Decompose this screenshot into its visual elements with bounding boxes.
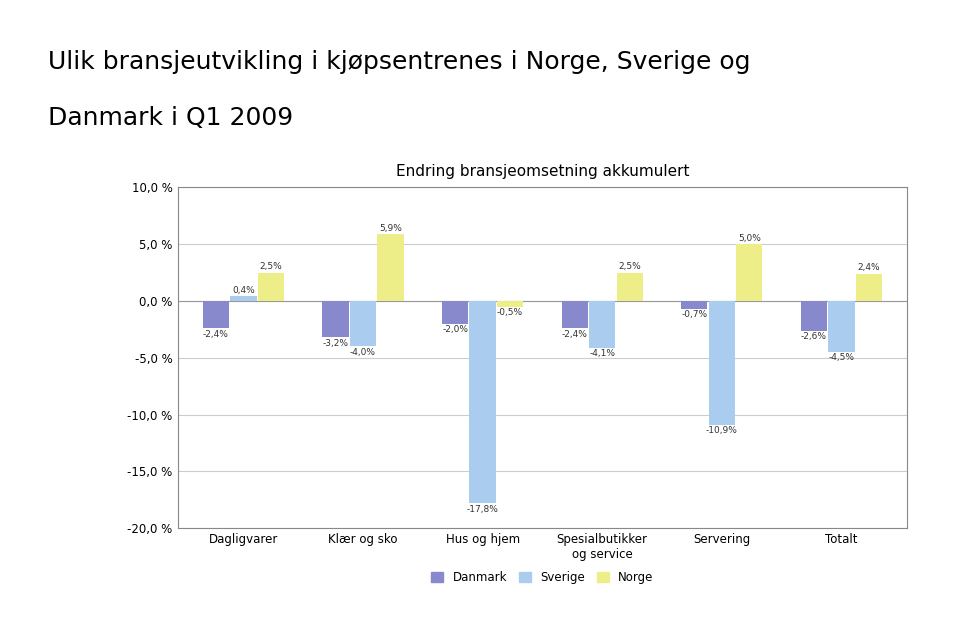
Text: -0,7%: -0,7% xyxy=(682,311,708,319)
Bar xyxy=(257,272,284,301)
Text: -17,8%: -17,8% xyxy=(467,504,498,514)
Text: -2,6%: -2,6% xyxy=(801,332,827,341)
Bar xyxy=(562,301,588,328)
Text: Danmark i Q1 2009: Danmark i Q1 2009 xyxy=(48,106,293,130)
Bar xyxy=(682,301,708,309)
Text: -0,5%: -0,5% xyxy=(497,308,523,317)
Text: -4,5%: -4,5% xyxy=(828,354,854,362)
Legend: Danmark, Sverige, Norge: Danmark, Sverige, Norge xyxy=(426,566,659,589)
Text: 2,5%: 2,5% xyxy=(618,262,641,271)
Bar xyxy=(855,274,882,301)
Text: -2,4%: -2,4% xyxy=(562,329,588,339)
Bar xyxy=(323,301,348,338)
Bar xyxy=(377,234,403,301)
Bar xyxy=(616,272,643,301)
Text: STEEN Ⓜ STRØM: STEEN Ⓜ STRØM xyxy=(792,582,917,596)
Bar xyxy=(230,296,256,301)
Text: 2,4%: 2,4% xyxy=(857,263,880,272)
Text: Ulik bransjeutvikling i kjøpsentrenes i Norge, Sverige og: Ulik bransjeutvikling i kjøpsentrenes i … xyxy=(48,50,751,74)
Bar xyxy=(708,301,735,425)
Text: -2,0%: -2,0% xyxy=(443,325,468,334)
Bar xyxy=(589,301,615,348)
Text: -3,2%: -3,2% xyxy=(323,339,348,348)
Bar xyxy=(736,244,762,301)
Bar xyxy=(828,301,854,352)
Text: 5,9%: 5,9% xyxy=(379,224,402,232)
Text: -4,0%: -4,0% xyxy=(350,348,376,357)
Text: 0,4%: 0,4% xyxy=(232,286,254,295)
Text: -2,4%: -2,4% xyxy=(203,329,228,339)
Text: 2,5%: 2,5% xyxy=(259,262,282,271)
Bar xyxy=(497,301,523,307)
Bar xyxy=(203,301,229,328)
Bar xyxy=(349,301,376,346)
Bar xyxy=(442,301,468,324)
Text: -4,1%: -4,1% xyxy=(589,349,615,358)
Bar xyxy=(469,301,495,503)
Text: -10,9%: -10,9% xyxy=(706,426,737,435)
Title: Endring bransjeomsetning akkumulert: Endring bransjeomsetning akkumulert xyxy=(396,164,689,179)
Bar xyxy=(801,301,828,331)
Text: 5,0%: 5,0% xyxy=(738,234,760,243)
